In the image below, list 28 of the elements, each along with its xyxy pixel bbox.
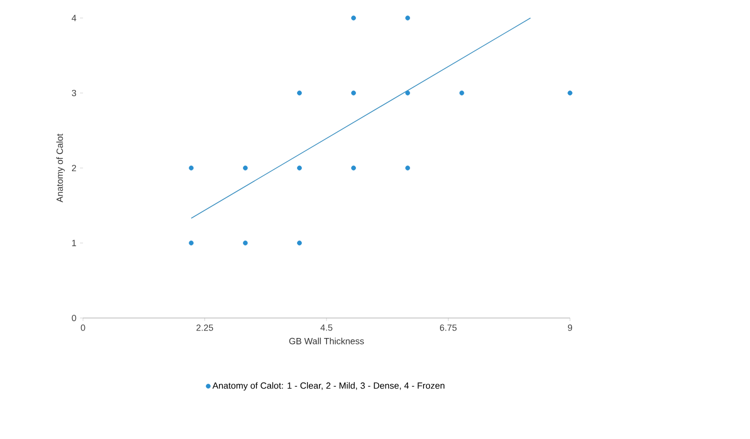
point [297, 90, 302, 96]
point [351, 90, 356, 96]
point [351, 16, 356, 20]
point [242, 166, 248, 170]
y-tick-label: 2 [72, 164, 76, 172]
point [297, 166, 302, 170]
point [297, 240, 302, 246]
x-tick-label: 9 [568, 324, 572, 331]
point [351, 166, 356, 170]
point [188, 166, 194, 170]
x-axis-title: GB Wall Thickness [289, 338, 364, 344]
y-axis-title: Anatomy of Calot [56, 134, 65, 202]
y-tick-label: 4 [72, 14, 76, 22]
point [459, 90, 464, 96]
point [405, 166, 410, 170]
legend-label: Anatomy of Calot: 1 - Clear, 2 - Mild, 3 - Dense, 4 - Frozen [212, 382, 444, 391]
x-tick-label: 4.5 [320, 324, 332, 331]
point [188, 240, 194, 246]
x-tick-label: 6.75 [440, 324, 457, 331]
point [242, 240, 248, 246]
point [568, 90, 572, 96]
point [405, 90, 410, 96]
point [405, 16, 410, 20]
y-tick-label: 1 [72, 240, 76, 246]
x-tick-label: 2.25 [196, 324, 214, 331]
x-tick-label: 0 [80, 324, 86, 331]
y-tick-label: 0 [72, 314, 76, 322]
y-tick-label: 3 [72, 90, 76, 96]
